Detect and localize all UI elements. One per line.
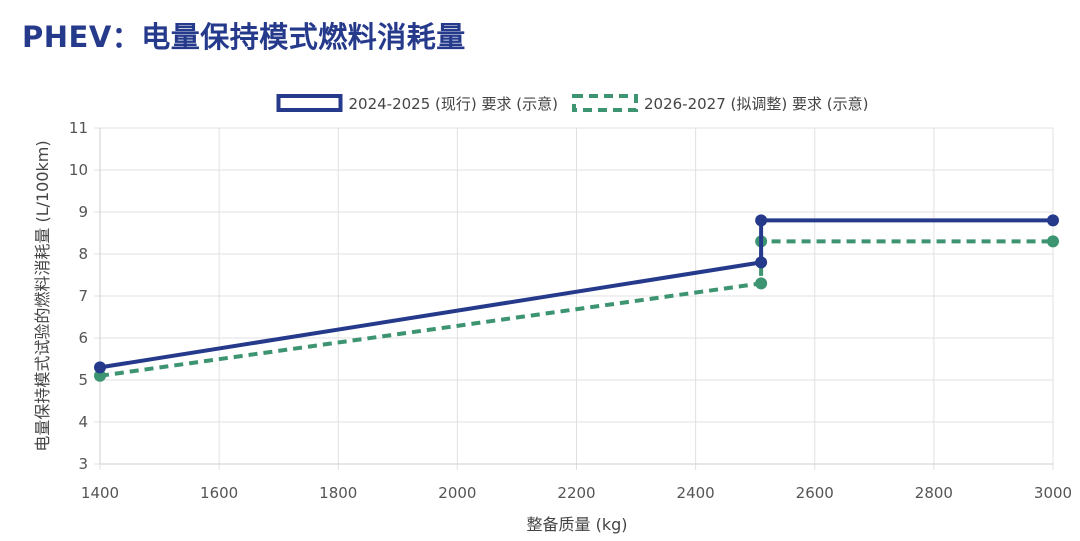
y-tick-label: 6 xyxy=(78,329,88,347)
x-tick-label: 2000 xyxy=(438,484,476,502)
axis-layer: 1400 1600 1800 2000 2200 2400 2600 2800 3000 3 4 5 6… xyxy=(69,119,1072,502)
y-tick-label: 10 xyxy=(69,161,88,179)
y-tick-label: 4 xyxy=(78,413,88,431)
series-2-point[interactable] xyxy=(1047,235,1059,248)
series-1-point[interactable] xyxy=(755,214,768,227)
series-1-point[interactable] xyxy=(1047,214,1059,227)
grid-layer xyxy=(94,127,1054,470)
series-2-point[interactable] xyxy=(94,369,106,382)
x-tick-label: 3000 xyxy=(1034,484,1072,502)
x-tick-label: 2200 xyxy=(557,484,595,502)
x-tick-label: 2400 xyxy=(677,484,715,502)
legend-label-2[interactable]: 2026-2027 (拟调整) 要求 (示意) xyxy=(644,95,868,113)
y-tick-label: 11 xyxy=(69,119,88,137)
legend-swatch-2[interactable] xyxy=(571,94,638,112)
series-line-2 xyxy=(99,239,1053,378)
series-1-point[interactable] xyxy=(755,256,768,269)
y-axis-title: 电量保持模式试验的燃料消耗量 (L/100km) xyxy=(33,140,52,451)
legend-swatch-1[interactable] xyxy=(276,94,343,112)
series-2-point[interactable] xyxy=(755,277,768,290)
legend-label-1[interactable]: 2024-2025 (现行) 要求 (示意) xyxy=(349,95,558,113)
legend[interactable]: 2024-2025 (现行) 要求 (示意) 2026-2027 (拟调整) 要求… xyxy=(276,94,869,113)
x-tick-label: 1400 xyxy=(81,484,119,502)
x-tick-label: 1600 xyxy=(200,484,238,502)
page-title: PHEV：电量保持模式燃料消耗量 xyxy=(22,20,466,54)
x-tick-label: 2800 xyxy=(915,484,953,502)
y-tick-label: 9 xyxy=(78,203,88,221)
y-tick-label: 8 xyxy=(78,245,88,263)
y-tick-label: 7 xyxy=(78,287,88,305)
y-tick-label: 5 xyxy=(78,371,88,389)
x-axis-title: 整备质量 (kg) xyxy=(527,515,628,534)
series-line-1 xyxy=(99,218,1053,370)
y-tick-label: 3 xyxy=(78,455,88,473)
x-tick-label: 1800 xyxy=(319,484,357,502)
series-layer xyxy=(94,214,1059,382)
series-1-point[interactable] xyxy=(94,361,106,374)
x-tick-label: 2600 xyxy=(796,484,834,502)
